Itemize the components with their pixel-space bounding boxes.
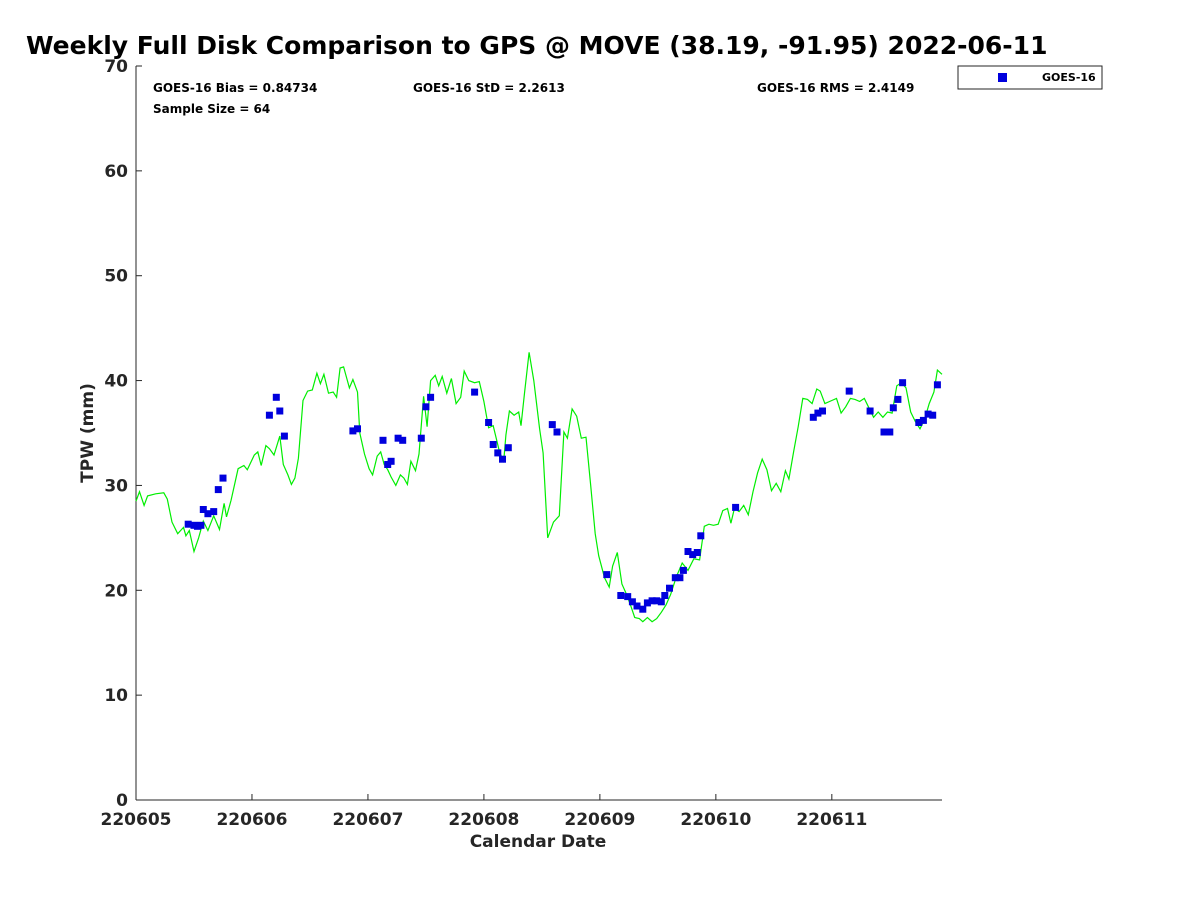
goes16-data-point [899,379,907,387]
goes16-data-point [280,432,288,440]
goes16-data-point [379,436,387,444]
goes16-data-point [394,434,402,442]
goes16-data-point [924,410,932,418]
goes16-data-point [422,403,430,411]
goes16-data-point [184,520,192,528]
plot-area [135,66,943,801]
goes16-data-point [693,549,701,556]
sample-size-stat: Sample Size = 64 [153,102,270,116]
goes16-data-point [653,597,661,605]
goes16-data-point [387,457,395,465]
goes16-data-point [349,427,357,435]
x-tick-label: 220610 [680,810,751,830]
x-tick-label: 220606 [216,810,287,830]
goes16-data-point [671,574,679,582]
goes16-data-point [809,413,817,421]
bias-stat: GOES-16 Bias = 0.84734 [153,81,317,95]
goes16-data-point [204,510,212,518]
goes16-point-series [184,379,941,613]
x-axis-label: Calendar Date [470,832,607,852]
goes16-data-point [845,387,853,395]
goes16-data-point [819,407,826,415]
gps-tpw-line [135,352,943,623]
goes16-data-point [919,416,927,424]
goes16-data-point [661,592,669,599]
x-tick-label: 220611 [796,810,867,830]
gps-line-series [135,352,943,623]
goes16-data-point [548,421,556,429]
goes16-data-point [684,548,692,555]
y-axis-label: TPW (mm) [78,383,98,483]
y-tick-label: 30 [104,476,128,496]
goes16-data-point [214,486,222,494]
goes16-data-point [814,409,822,417]
legend: GOES-16 [957,65,1103,90]
plot-background [136,66,942,800]
x-tick-label: 220605 [101,810,172,830]
goes16-data-point [894,395,902,403]
y-tick-label: 50 [104,267,128,287]
goes16-data-point [689,551,697,559]
goes16-data-point [504,444,512,452]
y-tick-label: 70 [104,57,128,77]
x-tick-label: 220609 [564,810,635,830]
x-tick-label: 220608 [448,810,519,830]
goes16-data-point [643,599,651,607]
goes16-data-point [485,419,493,426]
rms-stat: GOES-16 RMS = 2.4149 [757,81,914,95]
goes16-data-point [197,521,205,529]
goes16-data-point [676,574,684,582]
goes16-data-point [603,571,611,579]
goes16-data-point [399,436,407,444]
goes16-data-point [210,508,218,516]
goes16-data-point [219,474,227,482]
y-tick-label: 0 [116,791,128,811]
y-tick-label: 60 [104,162,128,182]
goes16-data-point [886,428,894,436]
y-axis-ticks: 0 10 20 30 40 50 60 70 [104,57,142,811]
goes16-data-point [633,602,641,610]
goes16-data-point [732,503,740,511]
goes16-data-point [624,593,632,601]
goes16-data-point [276,407,284,415]
goes16-data-point [427,393,435,401]
std-stat: GOES-16 StD = 2.2613 [413,81,565,95]
legend-marker-goes16 [998,73,1007,82]
goes16-data-point [666,584,673,592]
goes16-data-point [272,393,280,401]
goes16-data-point [489,441,497,448]
goes16-data-point [915,419,923,426]
goes16-data-point [417,434,425,442]
goes16-data-point [265,411,273,419]
goes16-data-point [639,605,647,613]
goes16-data-point [199,506,207,513]
goes16-data-point [929,411,937,419]
goes16-data-point [880,428,888,436]
goes16-data-point [617,592,625,599]
legend-label-goes16: GOES-16 [1042,71,1096,84]
goes16-data-point [499,455,506,463]
goes16-data-point [866,407,874,415]
goes16-data-point [494,449,502,457]
chart-title: Weekly Full Disk Comparison to GPS @ MOV… [26,31,1047,60]
goes16-data-point [697,532,705,540]
goes16-data-point [553,428,561,436]
x-tick-label: 220607 [332,810,403,830]
goes16-data-point [657,598,665,606]
y-tick-label: 40 [104,372,128,392]
goes16-data-point [679,566,687,574]
legend-box [957,65,1103,90]
goes16-data-point [648,597,656,605]
goes16-data-point [933,381,941,389]
goes16-data-point [471,388,479,396]
goes16-data-point [889,404,897,412]
goes16-data-point [354,425,361,433]
x-axis-ticks: 220605 220606 220607 220608 220609 220610 2206… [101,794,867,830]
goes16-data-point [628,598,636,606]
y-tick-label: 10 [104,686,128,706]
y-tick-label: 20 [104,581,128,601]
